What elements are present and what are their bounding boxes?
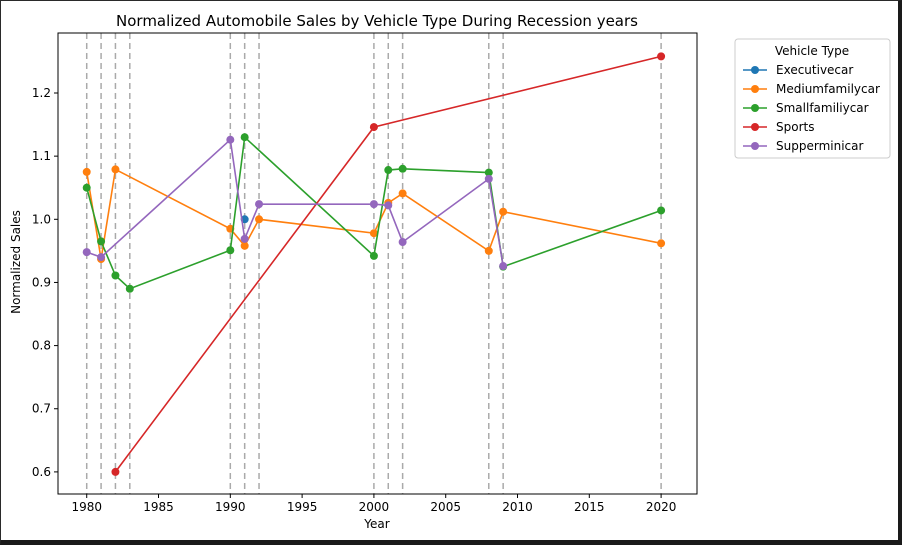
x-tick-label-1995: 1995 <box>287 500 318 514</box>
data-point-smallfamiliycar-1990 <box>226 246 235 255</box>
y-tick-label-1.1: 1.1 <box>32 149 51 163</box>
y-tick-label-0.8: 0.8 <box>32 339 51 353</box>
legend: Vehicle Type Executivecar Mediumfamilycar… <box>734 38 891 159</box>
legend-marker-mediumfamilycar <box>751 85 759 93</box>
x-axis: 1980 1985 1990 1995 2000 2005 2010 2015 2020 <box>71 494 676 514</box>
series-supperminicar <box>82 135 508 271</box>
series-line-smallfamiliycar <box>85 135 662 290</box>
data-point-mediumfamilycar-2009 <box>499 207 508 216</box>
data-point-smallfamiliycar-1982 <box>111 271 120 280</box>
y-tick-label-1.0: 1.0 <box>32 212 51 226</box>
data-point-mediumfamilycar-1982 <box>111 165 120 174</box>
series-line-supperminicar <box>86 138 504 267</box>
data-point-sports-2000 <box>369 123 378 132</box>
data-point-smallfamiliycar-2002 <box>398 164 407 173</box>
chart-title: Normalized Automobile Sales by Vehicle T… <box>116 12 638 30</box>
legend-entry-smallfamiliycar: Smallfamiliycar <box>743 101 869 115</box>
data-point-supperminicar-1980 <box>82 248 91 257</box>
legend-label-supperminicar: Supperminicar <box>776 139 863 153</box>
data-point-supperminicar-1992 <box>255 200 264 209</box>
x-tick-label-1980: 1980 <box>71 500 102 514</box>
data-point-smallfamiliycar-1980 <box>82 183 91 192</box>
data-point-mediumfamilycar-2020 <box>657 239 666 248</box>
data-point-smallfamiliycar-2020 <box>657 206 666 215</box>
legend-items: Executivecar Mediumfamilycar Smallfamiliyc… <box>743 63 880 153</box>
data-point-supperminicar-2001 <box>384 201 393 210</box>
data-point-smallfamiliycar-1991 <box>240 133 249 142</box>
data-point-sports-1982 <box>111 467 120 476</box>
legend-marker-supperminicar <box>751 142 759 150</box>
series-layer <box>82 52 666 476</box>
legend-entry-supperminicar: Supperminicar <box>743 139 863 153</box>
data-point-supperminicar-1991 <box>240 234 249 243</box>
x-axis-label: Year <box>363 517 389 531</box>
y-axis-label: Normalized Sales <box>9 210 23 314</box>
legend-box <box>734 38 891 159</box>
x-tick-label-1985: 1985 <box>143 500 174 514</box>
legend-label-smallfamiliycar: Smallfamiliycar <box>776 101 869 115</box>
series-line-mediumfamilycar <box>85 168 662 260</box>
legend-title: Vehicle Type <box>775 44 849 58</box>
data-point-sports-2020 <box>657 52 666 61</box>
data-point-mediumfamilycar-2000 <box>369 229 378 238</box>
y-tick-label-0.9: 0.9 <box>32 275 51 289</box>
data-point-supperminicar-2008 <box>484 174 493 183</box>
data-point-smallfamiliycar-2008 <box>484 168 493 177</box>
x-tick-label-2010: 2010 <box>502 500 533 514</box>
plot-area <box>57 32 698 495</box>
y-tick-label-0.6: 0.6 <box>32 465 51 479</box>
legend-marker-smallfamiliycar <box>751 104 759 112</box>
data-point-supperminicar-1981 <box>97 253 106 262</box>
series-sports <box>111 52 666 476</box>
x-tick-label-2005: 2005 <box>430 500 461 514</box>
y-axis: 0.6 0.7 0.8 0.9 1.0 1.1 1.2 <box>32 86 58 479</box>
series-smallfamiliycar <box>82 133 666 293</box>
data-point-supperminicar-2002 <box>398 238 407 247</box>
data-point-supperminicar-1990 <box>226 135 235 144</box>
legend-label-mediumfamilycar: Mediumfamilycar <box>776 82 880 96</box>
x-tick-label-2015: 2015 <box>574 500 605 514</box>
recession-lines <box>85 33 662 494</box>
legend-entry-mediumfamilycar: Mediumfamilycar <box>743 82 880 96</box>
data-point-mediumfamilycar-1991 <box>240 241 249 250</box>
data-point-mediumfamilycar-1980 <box>82 167 91 176</box>
data-point-smallfamiliycar-2001 <box>384 166 393 175</box>
data-point-supperminicar-2000 <box>369 200 378 209</box>
legend-entry-executivecar: Executivecar <box>743 63 853 77</box>
data-point-smallfamiliycar-1983 <box>125 284 134 293</box>
y-tick-label-0.7: 0.7 <box>32 402 51 416</box>
data-point-smallfamiliycar-1981 <box>97 237 106 246</box>
legend-marker-sports <box>751 123 759 131</box>
data-point-mediumfamilycar-2002 <box>398 189 407 198</box>
x-tick-label-2020: 2020 <box>646 500 677 514</box>
legend-marker-executivecar <box>751 66 759 74</box>
y-tick-label-1.2: 1.2 <box>32 86 51 100</box>
legend-entry-sports: Sports <box>743 120 814 134</box>
data-point-supperminicar-2009 <box>499 262 508 271</box>
x-tick-label-1990: 1990 <box>215 500 246 514</box>
data-point-mediumfamilycar-1992 <box>255 215 264 224</box>
legend-label-sports: Sports <box>776 120 814 134</box>
legend-label-executivecar: Executivecar <box>776 63 853 77</box>
x-tick-label-2000: 2000 <box>359 500 390 514</box>
data-point-mediumfamilycar-2008 <box>484 246 493 255</box>
data-point-smallfamiliycar-2000 <box>369 251 378 260</box>
